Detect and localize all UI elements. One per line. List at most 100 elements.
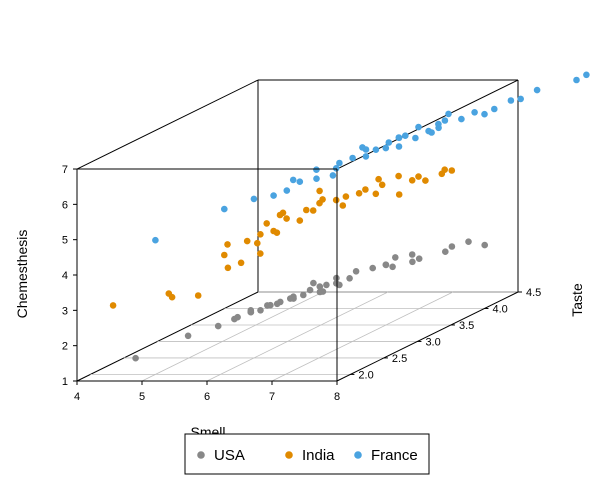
data-point-usa <box>369 264 377 272</box>
legend-marker-france <box>354 451 362 459</box>
data-point-france <box>329 172 337 179</box>
data-point-india <box>319 196 326 203</box>
data-point-india <box>273 229 281 236</box>
data-point-france <box>517 95 524 103</box>
data-point-france <box>441 117 449 124</box>
data-point-usa <box>267 301 274 309</box>
data-point-usa <box>409 258 416 266</box>
data-point-france <box>349 154 356 162</box>
box-edge <box>76 291 259 382</box>
data-point-india <box>422 177 429 184</box>
data-point-france <box>435 120 442 128</box>
data-point-france <box>415 123 422 131</box>
data-point-usa <box>323 281 330 289</box>
data-point-usa <box>257 307 264 314</box>
z-tick-label: 1 <box>62 376 68 388</box>
data-point-usa <box>247 308 254 316</box>
floor-grid <box>90 291 518 382</box>
data-point-india <box>257 231 264 238</box>
data-point-france <box>362 153 370 160</box>
data-point-india <box>109 302 117 309</box>
data-point-india <box>303 206 310 214</box>
y-tick-label: 2.0 <box>358 369 373 381</box>
data-point-france <box>507 97 515 104</box>
x-tick-label: 5 <box>139 391 145 403</box>
z-tick-label: 4 <box>62 270 68 282</box>
data-point-india <box>194 292 202 299</box>
floor-grid-line <box>206 291 389 382</box>
data-point-india <box>378 181 386 189</box>
data-point-india <box>441 166 449 173</box>
data-point-india <box>221 251 228 259</box>
data-point-usa <box>465 238 472 245</box>
data-point-india <box>263 220 271 227</box>
data-point-france <box>336 159 343 167</box>
data-point-france <box>458 115 465 123</box>
z-tick-label: 6 <box>62 199 68 211</box>
data-point-india <box>355 190 363 197</box>
data-point-france <box>359 144 366 151</box>
data-point-india <box>168 293 176 301</box>
y-tick-label: 3.5 <box>459 320 474 332</box>
z-tick-label: 3 <box>62 305 68 317</box>
y-tick-label: 4.5 <box>526 287 541 299</box>
data-point-india <box>224 264 232 272</box>
data-point-usa <box>290 293 297 301</box>
data-point-india <box>296 217 304 224</box>
data-point-france <box>313 166 320 173</box>
data-point-india <box>237 259 245 267</box>
data-point-india <box>448 167 456 174</box>
data-point-france <box>382 144 390 152</box>
data-point-france <box>270 192 277 199</box>
data-point-india <box>415 173 422 180</box>
legend-marker-india <box>285 451 293 459</box>
data-point-india <box>224 241 231 248</box>
data-point-usa <box>336 281 343 289</box>
data-point-france <box>583 71 590 79</box>
data-point-usa <box>277 298 284 306</box>
data-point-india <box>243 237 251 245</box>
data-point-france <box>296 178 304 185</box>
data-point-france <box>372 146 380 153</box>
legend-label-usa: USA <box>214 447 245 464</box>
box-front-edges <box>76 168 519 382</box>
data-point-france <box>402 132 409 139</box>
data-point-india <box>395 172 402 180</box>
data-point-france <box>152 236 159 244</box>
data-point-france <box>221 205 228 213</box>
legend-box <box>184 433 430 475</box>
legend-marker-usa <box>197 451 205 459</box>
data-point-france <box>481 110 488 118</box>
data-point-india <box>332 196 340 204</box>
data-point-usa <box>214 322 222 330</box>
data-point-usa <box>382 261 390 269</box>
data-point-india <box>395 191 403 198</box>
data-point-usa <box>319 288 327 295</box>
x-tick-label: 7 <box>269 391 275 403</box>
data-point-france <box>250 195 258 203</box>
data-point-france <box>533 86 541 94</box>
data-point-france <box>385 139 393 146</box>
data-point-france <box>395 143 403 150</box>
legend-label-india: India <box>302 447 335 464</box>
data-point-india <box>309 207 317 214</box>
data-point-france <box>573 76 580 84</box>
z-tick-label: 2 <box>62 341 68 353</box>
legend: USA India France <box>184 433 430 475</box>
data-point-usa <box>234 313 241 321</box>
data-point-france <box>491 105 498 113</box>
data-point-india <box>316 187 323 195</box>
legend-label-france: France <box>371 447 418 464</box>
x-tick-label: 8 <box>334 391 340 403</box>
floor-grid-line <box>271 291 454 382</box>
data-point-india <box>342 193 350 200</box>
data-point-france <box>289 176 297 184</box>
data-point-india <box>362 186 369 193</box>
data-point-france <box>395 134 403 141</box>
data-point-india <box>339 202 347 209</box>
data-point-india <box>375 175 382 183</box>
floor-grid-line <box>141 291 324 382</box>
data-point-india <box>283 215 290 222</box>
data-point-india <box>253 239 261 247</box>
